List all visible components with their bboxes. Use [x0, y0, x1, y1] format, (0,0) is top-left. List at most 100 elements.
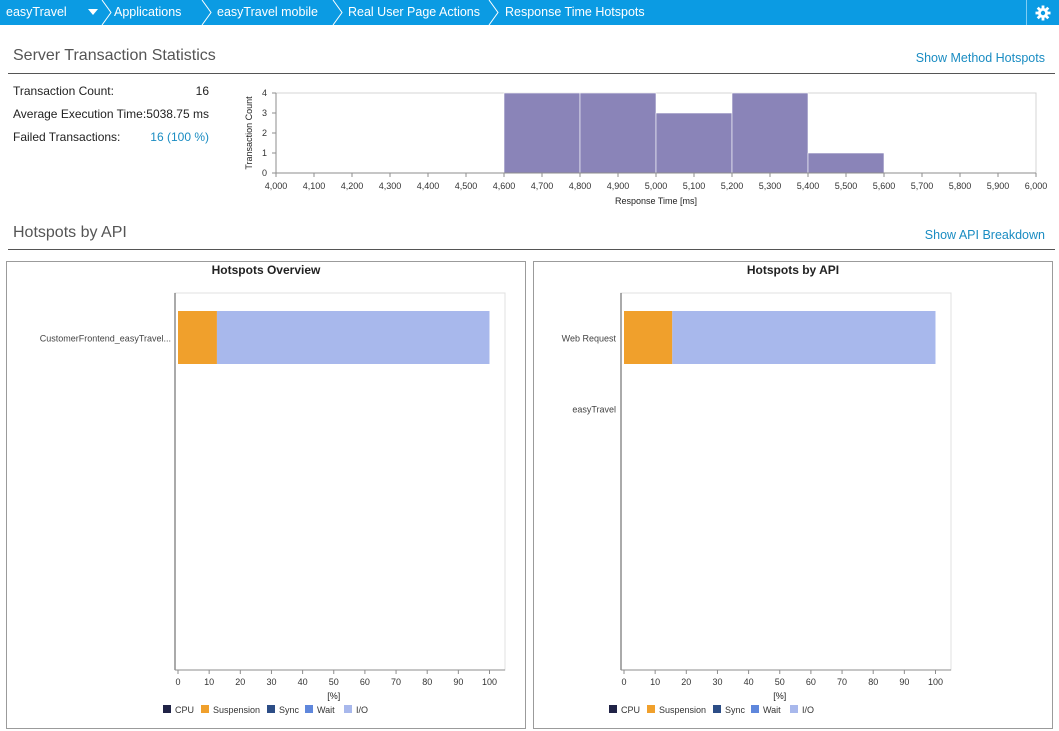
- histogram-y-tick-label: 4: [262, 88, 267, 98]
- breadcrumb-item-real-user-page-actions[interactable]: Real User Page Actions: [348, 5, 481, 19]
- breadcrumb-item-applications[interactable]: Applications: [114, 5, 182, 19]
- legend-swatch: [647, 705, 655, 713]
- breadcrumb-item-response-time-hotspots[interactable]: Response Time Hotspots: [505, 5, 645, 19]
- x-tick-label: 10: [204, 677, 214, 687]
- x-tick-label: 80: [422, 677, 432, 687]
- settings-button[interactable]: [1026, 0, 1059, 25]
- x-tick-label: 20: [235, 677, 245, 687]
- category-label: Web Request: [562, 334, 617, 344]
- failed-transactions-label: Failed Transactions:: [13, 130, 121, 144]
- histogram-x-tick-label: 4,300: [379, 181, 402, 191]
- histogram-x-tick-label: 4,400: [417, 181, 440, 191]
- x-tick-label: 0: [621, 677, 626, 687]
- gear-icon: [1035, 5, 1051, 20]
- breadcrumb-item-easytravel-mobile[interactable]: easyTravel mobile: [217, 5, 318, 19]
- x-tick-label: 50: [329, 677, 339, 687]
- hotspots-by-api-chart: Web Request easyTravel 0 10 20 30 40 50 60 70 80 90…: [562, 292, 952, 715]
- legend-swatch: [305, 705, 313, 713]
- histogram-x-tick-label: 4,500: [455, 181, 478, 191]
- server-stats-title: Server Transaction Statistics: [13, 47, 216, 64]
- bar-segment-suspension: [178, 311, 217, 364]
- histogram-x-tick-label: 5,500: [835, 181, 858, 191]
- legend-swatch: [344, 705, 352, 713]
- response-time-histogram: 4,000 4,100 4,200 4,300 4,400 4,500 4,600 4,700…: [244, 88, 1047, 206]
- show-api-breakdown-link[interactable]: Show API Breakdown: [924, 228, 1045, 242]
- x-tick-label: 30: [266, 677, 276, 687]
- x-tick-label: 90: [899, 677, 909, 687]
- histogram-x-tick-label: 5,000: [645, 181, 668, 191]
- legend-label: I/O: [356, 705, 368, 715]
- category-label: easyTravel: [572, 405, 616, 415]
- breadcrumb-separator-icon: [332, 0, 343, 25]
- legend-label: Sync: [725, 705, 746, 715]
- breadcrumb: easyTravel Applications easyTravel mobil…: [0, 0, 1059, 25]
- transaction-count-value: 16: [195, 84, 209, 98]
- section-divider: [8, 249, 1055, 250]
- histogram-bar: [807, 152, 885, 174]
- legend-swatch: [201, 705, 209, 713]
- breadcrumb-separator-icon: [101, 0, 112, 25]
- histogram-y-tick-label: 1: [262, 148, 267, 158]
- legend-swatch: [163, 705, 171, 713]
- x-tick-label: 20: [681, 677, 691, 687]
- chevron-down-icon[interactable]: [88, 9, 98, 15]
- failed-transactions-value[interactable]: 16 (100 %): [150, 130, 209, 144]
- histogram-x-tick-label: 5,900: [987, 181, 1010, 191]
- histogram-x-tick-label: 4,800: [569, 181, 592, 191]
- legend-label: CPU: [175, 705, 194, 715]
- legend-swatch: [609, 705, 617, 713]
- x-tick-label: 70: [391, 677, 401, 687]
- x-tick-label: 100: [482, 677, 497, 687]
- breadcrumb-item-easytravel[interactable]: easyTravel: [6, 5, 67, 19]
- histogram-x-tick-label: 5,300: [759, 181, 782, 191]
- histogram-x-tick-label: 4,100: [303, 181, 326, 191]
- histogram-bar: [579, 92, 657, 174]
- x-tick-label: 30: [712, 677, 722, 687]
- histogram-x-tick-label: 4,200: [341, 181, 364, 191]
- histogram-y-tick-label: 0: [262, 168, 267, 178]
- legend-swatch: [751, 705, 759, 713]
- histogram-x-tick-label: 5,200: [721, 181, 744, 191]
- category-label: CustomerFrontend_easyTravel...: [40, 334, 171, 344]
- x-tick-label: 100: [928, 677, 943, 687]
- x-axis-label: [%]: [773, 691, 786, 701]
- histogram-x-tick-label: 5,400: [797, 181, 820, 191]
- legend-swatch: [790, 705, 798, 713]
- histogram-bar: [655, 112, 733, 174]
- histogram-bar: [731, 92, 809, 174]
- legend-label: Wait: [763, 705, 781, 715]
- x-tick-label: 80: [868, 677, 878, 687]
- x-tick-label: 0: [175, 677, 180, 687]
- bar-segment-suspension: [624, 311, 673, 364]
- histogram-x-tick-label: 4,000: [265, 181, 288, 191]
- histogram-x-tick-label: 5,100: [683, 181, 706, 191]
- histogram-y-axis-label: Transaction Count: [244, 96, 254, 170]
- avg-execution-time-value: 5038.75 ms: [146, 107, 209, 121]
- histogram-x-axis-label: Response Time [ms]: [615, 196, 697, 206]
- hotspots-overview-chart: CustomerFrontend_easyTravel... 0 10 20 30 40 5…: [40, 292, 506, 715]
- show-method-hotspots-link[interactable]: Show Method Hotspots: [915, 51, 1045, 65]
- x-tick-label: 60: [360, 677, 370, 687]
- x-tick-label: 40: [744, 677, 754, 687]
- legend-label: Suspension: [213, 705, 260, 715]
- legend-label: Suspension: [659, 705, 706, 715]
- section-divider: [8, 73, 1055, 74]
- histogram-y-tick-label: 2: [262, 128, 267, 138]
- histogram-x-tick-label: 5,700: [911, 181, 934, 191]
- hotspots-by-api-title: Hotspots by API: [746, 263, 840, 277]
- x-axis-label: [%]: [327, 691, 340, 701]
- histogram-x-tick-label: 5,800: [949, 181, 972, 191]
- legend-label: Sync: [279, 705, 300, 715]
- histogram-x-tick-label: 4,700: [531, 181, 554, 191]
- x-tick-label: 90: [453, 677, 463, 687]
- breadcrumb-separator-icon: [201, 0, 212, 25]
- legend-label: Wait: [317, 705, 335, 715]
- x-tick-label: 70: [837, 677, 847, 687]
- histogram-y-tick-label: 3: [262, 108, 267, 118]
- legend-label: CPU: [621, 705, 640, 715]
- breadcrumb-separator-icon: [488, 0, 499, 25]
- x-tick-label: 50: [775, 677, 785, 687]
- transaction-count-label: Transaction Count:: [13, 84, 114, 98]
- x-tick-label: 40: [298, 677, 308, 687]
- histogram-x-tick-label: 4,600: [493, 181, 516, 191]
